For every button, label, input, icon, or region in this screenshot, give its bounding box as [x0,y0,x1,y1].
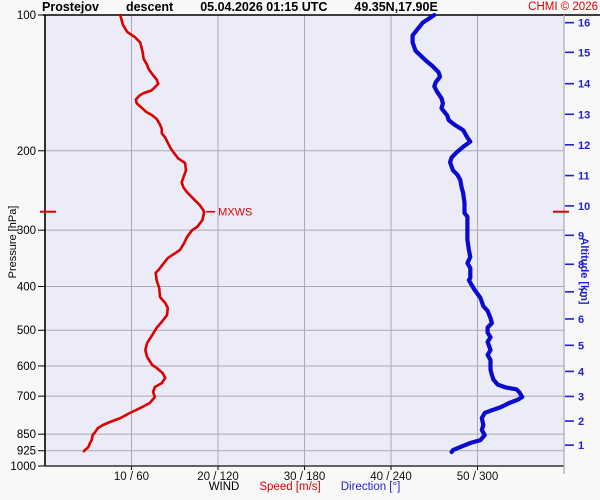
pressure-axis-title: Pressure [hPa] [7,205,19,279]
altitude-tick-label: 4 [578,366,585,378]
legend-direction: Direction [°] [340,481,401,493]
profile-type: descent [125,0,174,14]
altitude-tick-label: 3 [578,391,584,403]
speed-curve [82,13,206,453]
x-tick-label: 40 / 240 [370,471,412,483]
pressure-tick-label: 300 [17,225,36,237]
altitude-tick-label: 14 [578,79,591,91]
legend-speed: Speed [m/s] [259,481,321,493]
legend-wind: WIND [208,481,240,493]
altitude-tick-label: 16 [578,18,590,30]
x-tick-label: 50 / 300 [457,471,499,483]
chart-title: Prostejov descent 05.04.2026 01:15 UTC 49.3… [42,0,465,15]
pressure-tick-label: 925 [17,446,36,458]
altitude-tick-label: 7 [578,287,584,299]
x-tick-label: 30 / 180 [284,471,326,483]
pressure-tick-label: 1000 [10,461,36,473]
altitude-tick-label: 13 [578,109,590,121]
station-name: Prostejov [42,0,99,14]
x-axis-legend: WIND Speed [m/s] Direction [°] [45,481,564,493]
altitude-axis-title: Altitude [km] [578,237,590,305]
altitude-tick-label: 9 [578,230,584,242]
direction-curve [410,12,525,455]
sounding-datetime: 05.04.2026 01:15 UTC [200,0,328,14]
altitude-tick-label: 2 [578,416,584,428]
pressure-tick-label: 600 [17,361,36,373]
x-tick-label: 20 / 120 [197,471,239,483]
x-tick-label: 10 / 60 [114,471,149,483]
altitude-tick-label: 8 [578,259,584,271]
altitude-tick-label: 6 [578,314,584,326]
altitude-tick-label: 11 [578,171,590,183]
credit-text: CHMI © 2026 [528,1,598,13]
station-coords: 49.35N,17.90E [354,0,438,14]
pressure-tick-label: 200 [17,146,36,158]
pressure-tick-label: 700 [17,391,36,403]
mxws-label: MXWS [218,207,252,219]
pressure-tick-label: 400 [17,282,36,294]
altitude-tick-label: 12 [578,140,590,152]
pressure-tick-label: 500 [17,325,36,337]
altitude-tick-label: 10 [578,201,590,213]
pressure-tick-label: 850 [17,429,36,441]
altitude-tick-label: 15 [578,47,590,59]
altitude-tick-label: 1 [578,440,584,452]
altitude-tick-label: 5 [578,340,584,352]
pressure-tick-label: 100 [17,10,36,22]
